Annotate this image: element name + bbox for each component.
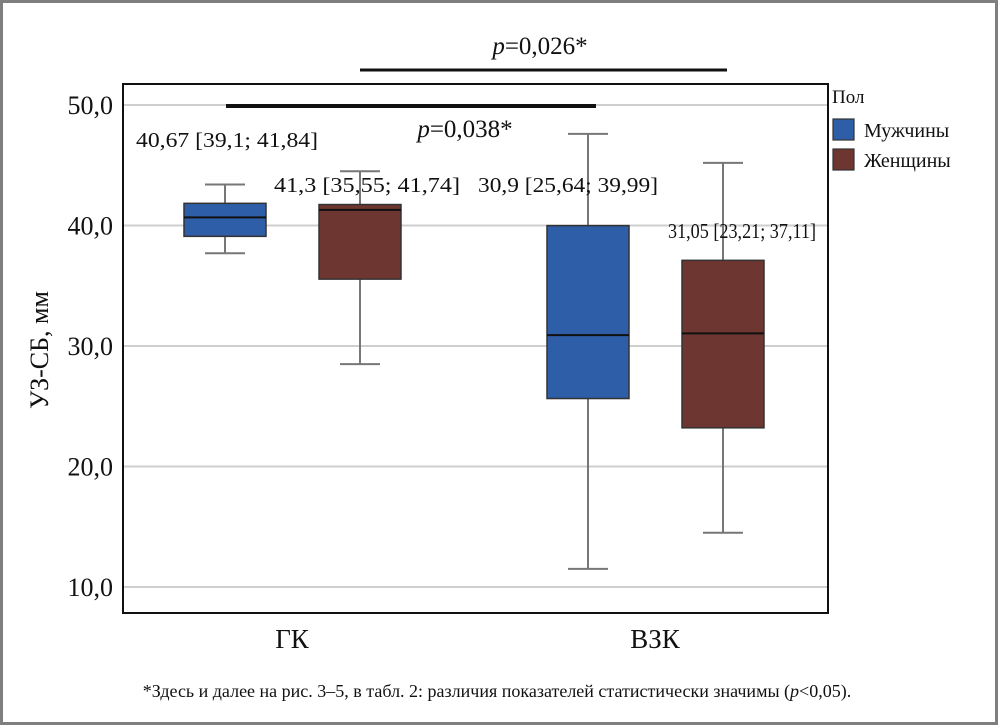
p-value-label: p=0,038*	[415, 116, 512, 143]
box-label: 41,3 [35,55; 41,74]	[274, 173, 460, 197]
box-1-1: 31,05 [23,21; 37,11]	[668, 161, 816, 534]
box-iqr	[681, 259, 765, 429]
y-tick-label: 30,0	[68, 332, 114, 361]
legend-swatch	[832, 148, 855, 171]
y-tick-label: 20,0	[68, 453, 114, 482]
box-label: 30,9 [25,64; 39,99]	[478, 173, 658, 197]
y-tick-label: 40,0	[68, 212, 114, 241]
y-tick-label: 50,0	[68, 91, 114, 120]
legend-label: Женщины	[864, 150, 951, 172]
box-iqr	[318, 203, 402, 280]
box-0-1: 30,9 [25,64; 39,99]	[478, 132, 658, 570]
box-iqr	[546, 224, 630, 400]
box-label: 31,05 [23,21; 37,11]	[668, 219, 816, 243]
y-tick-label: 10,0	[68, 573, 114, 602]
p-value-label: p=0,026*	[490, 33, 587, 60]
plot-area	[122, 83, 829, 614]
x-tick-label: ГК	[275, 624, 310, 654]
legend-swatch	[832, 118, 855, 141]
legend-title: Пол	[832, 87, 865, 108]
box-label: 40,67 [39,1; 41,84]	[136, 128, 318, 152]
y-axis-label: УЗ-СБ, мм	[25, 291, 54, 409]
legend-label: Мужчины	[864, 120, 949, 142]
x-tick-label: ВЗК	[630, 624, 681, 654]
box-1-0: 41,3 [35,55; 41,74]	[274, 170, 460, 366]
box-0-0: 40,67 [39,1; 41,84]	[136, 128, 318, 255]
box-iqr	[183, 202, 267, 238]
footnote: *Здесь и далее на рис. 3–5, в табл. 2: р…	[143, 681, 851, 702]
